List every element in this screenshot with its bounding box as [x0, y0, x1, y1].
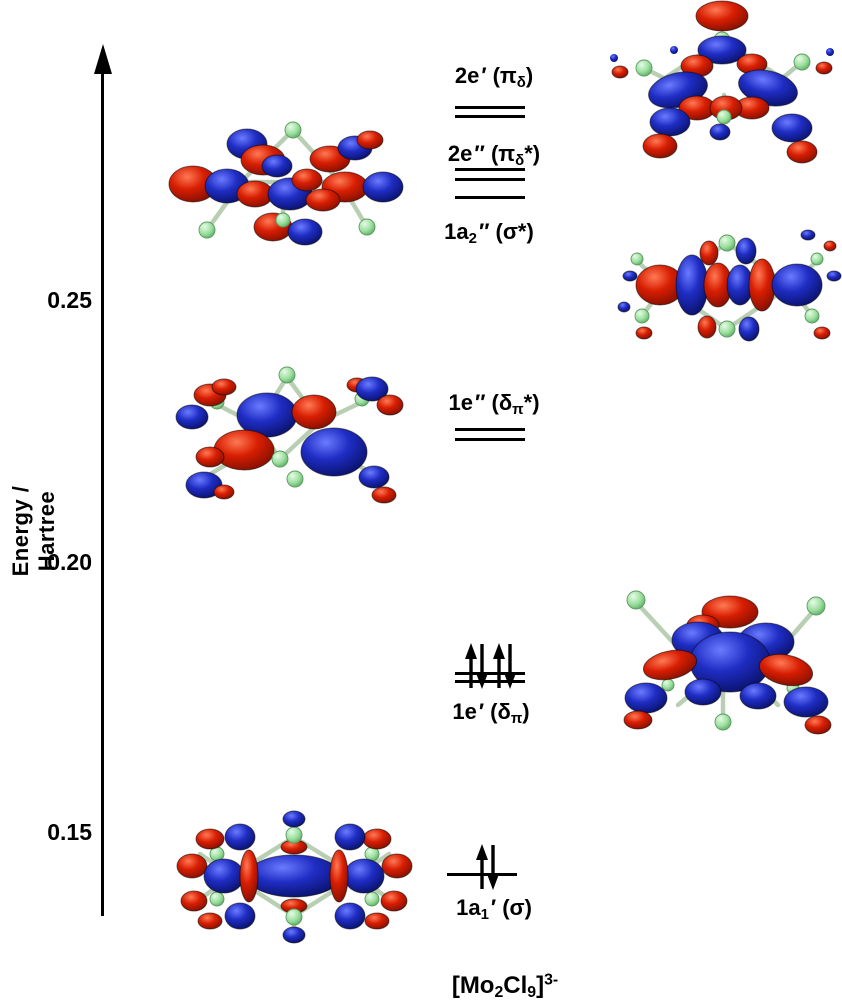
energy-axis-label: Energy / Hartree	[8, 485, 59, 577]
level-line-2e-doubleprime-a	[455, 168, 525, 171]
orbital-isosurface-2e-prime	[168, 121, 404, 246]
level-name: 2e	[454, 63, 480, 88]
level-line-2e-prime-b	[455, 115, 525, 118]
orbital-isosurface-1a1-prime	[176, 810, 413, 944]
level-line-2e-prime-a	[455, 106, 525, 109]
orbital-isosurface-1a2-doubleprime	[617, 229, 842, 342]
axis-tick-0-25: 0.25	[47, 287, 92, 313]
axis-tick-0-15: 0.15	[47, 819, 92, 845]
electron-pair-icon	[493, 643, 516, 689]
level-label-2e-prime: 2e′ (πδ)	[454, 63, 534, 92]
orbital-isosurface-1e-prime	[623, 590, 832, 735]
level-line-2e-doubleprime-b	[455, 178, 525, 181]
electron-pair-icon	[476, 844, 499, 890]
orbital-isosurface-2e-doubleprime	[610, 0, 834, 164]
molecule-formula: [Mo2Cl9]3-	[451, 971, 559, 1000]
level-line-1e-doubleprime-a	[455, 428, 525, 431]
level-label-1e-doubleprime: 1e″ (δπ*)	[448, 390, 540, 419]
level-line-1e-prime-a	[455, 672, 525, 675]
level-greek: π	[499, 63, 517, 88]
level-line-1a2-doubleprime	[455, 196, 525, 199]
electron-pair-icon	[465, 643, 488, 689]
level-greek-sub: δ	[516, 74, 526, 92]
level-prime: ′	[481, 63, 487, 88]
level-line-1e-doubleprime-b	[455, 438, 525, 441]
level-label-1a2-doubleprime: 1a2″ (σ*)	[444, 219, 534, 248]
level-label-2e-doubleprime: 2e″ (πδ*)	[447, 141, 541, 170]
energy-axis-line	[101, 58, 104, 916]
orbital-isosurface-1e-doubleprime	[175, 366, 404, 504]
axis-tick-0-20: 0.20	[47, 549, 92, 575]
level-line-1e-prime-b	[455, 680, 525, 683]
level-label-1a1-prime: 1a1′ (σ)	[456, 895, 532, 924]
level-label-1e-prime: 1e′ (δπ)	[452, 699, 530, 728]
